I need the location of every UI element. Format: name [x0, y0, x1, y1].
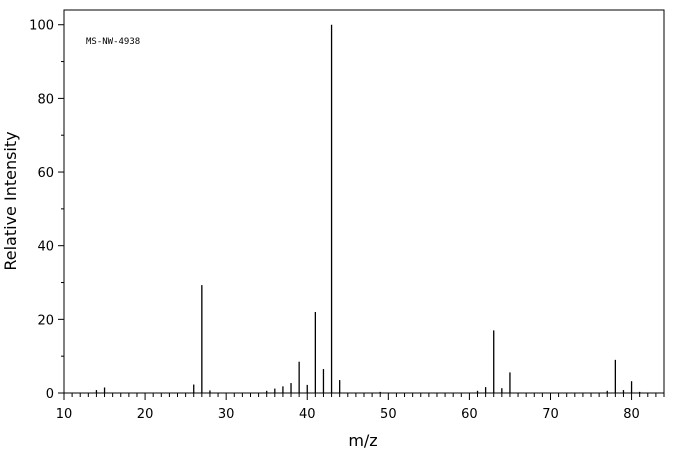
- x-axis-title: m/z: [348, 431, 377, 450]
- x-tick-label: 80: [623, 407, 640, 422]
- x-tick-label: 60: [461, 407, 478, 422]
- x-axis: 10 20 30 40 50 60 70 80: [56, 393, 665, 422]
- x-tick-label: 30: [218, 407, 235, 422]
- x-tick-label: 20: [137, 407, 154, 422]
- y-axis: 0 20 40 60 80 100: [29, 19, 64, 402]
- x-tick-label: 50: [380, 407, 397, 422]
- y-tick-label: 60: [37, 166, 54, 181]
- x-tick-label: 40: [299, 407, 316, 422]
- y-tick-label: 100: [29, 19, 54, 34]
- plot-frame: [63, 9, 665, 394]
- y-axis-title: Relative Intensity: [1, 131, 20, 270]
- peak-series: [95, 24, 641, 393]
- y-tick-label: 40: [37, 240, 54, 255]
- y-tick-label: 0: [46, 387, 54, 402]
- spectrum-id-label: MS-NW-4938: [86, 37, 140, 47]
- x-tick-label: 70: [542, 407, 559, 422]
- y-tick-label: 80: [37, 92, 54, 107]
- y-tick-label: 20: [37, 313, 54, 328]
- x-tick-label: 10: [56, 407, 73, 422]
